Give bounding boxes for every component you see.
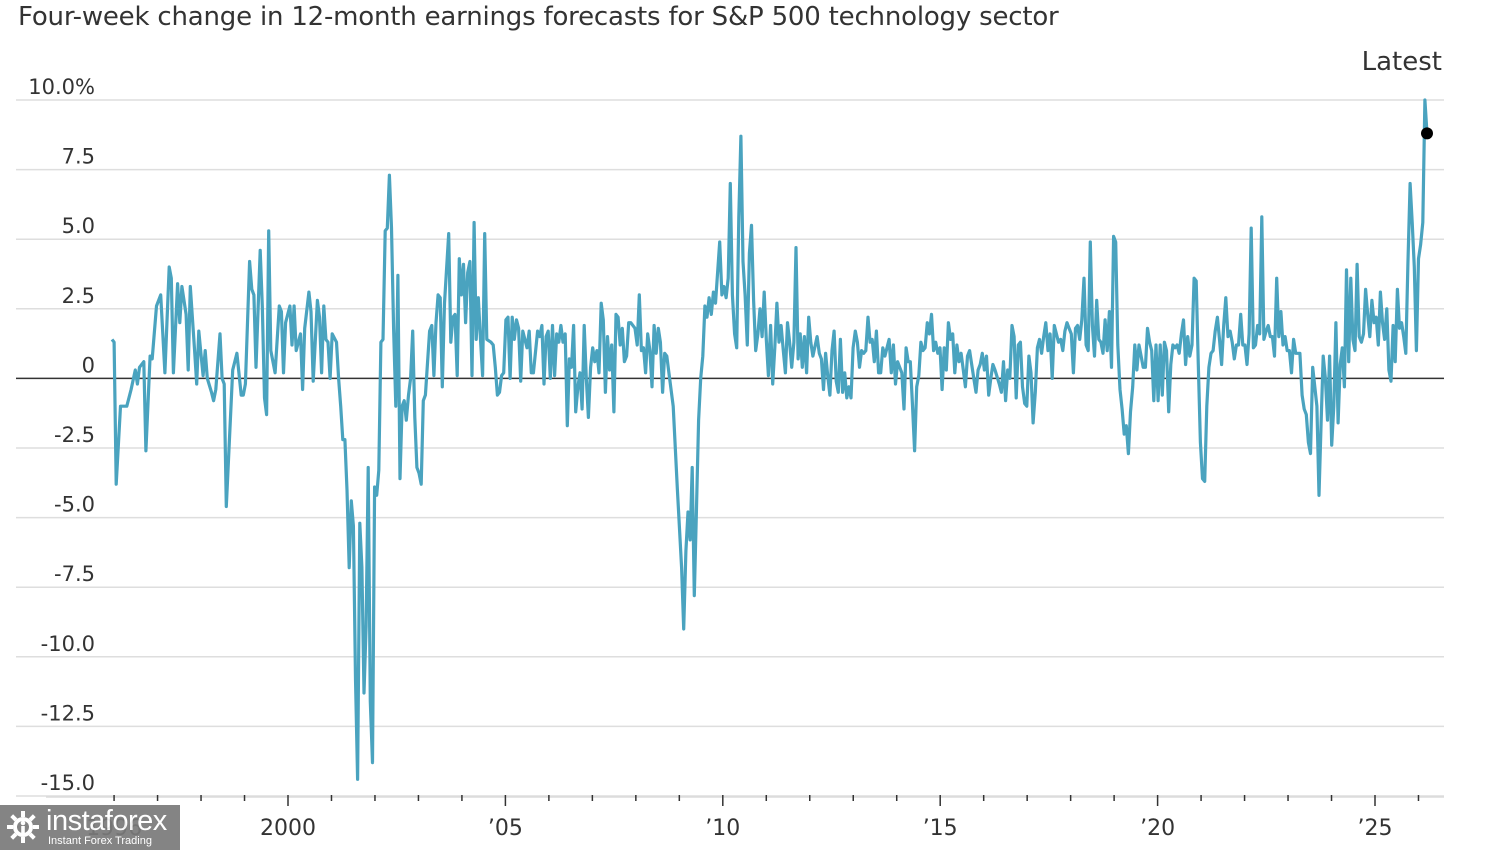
x-tick-label: ’05 xyxy=(488,816,523,841)
x-tick-label: 2000 xyxy=(260,816,316,841)
y-tick-label: -5.0 xyxy=(54,493,95,517)
y-tick-label: 2.5 xyxy=(62,284,95,308)
latest-annotation: Latest xyxy=(1362,47,1442,77)
chart-title: Four-week change in 12-month earnings fo… xyxy=(18,2,1059,32)
y-tick-label: 10.0% xyxy=(28,75,95,99)
series-line xyxy=(110,98,1429,781)
x-tick-label: ’20 xyxy=(1140,816,1175,841)
y-tick-label: -10.0 xyxy=(41,632,95,656)
x-tick-label: ’15 xyxy=(923,816,958,841)
y-tick-label: -2.5 xyxy=(54,423,95,447)
instaforex-watermark: instaforex Instant Forex Trading xyxy=(0,805,180,850)
latest-point-marker xyxy=(1421,127,1433,140)
y-tick-label: 7.5 xyxy=(62,145,95,169)
gear-person-icon xyxy=(7,811,39,843)
y-tick-label: -12.5 xyxy=(41,701,95,725)
watermark-brand: instaforex xyxy=(46,805,167,837)
x-tick-label: ’10 xyxy=(705,816,740,841)
y-tick-label: 0 xyxy=(82,353,95,377)
x-axis: 19962000’05’10’15’20’25 xyxy=(46,795,1444,841)
watermark-tagline: Instant Forex Trading xyxy=(48,835,152,847)
y-axis: 10.0% 7.5 5.0 2.5 0 -2.5 -5.0 -7.5 -10.0 -12.5 -15… xyxy=(28,75,95,795)
y-tick-label: 5.0 xyxy=(62,214,95,238)
x-tick-label: ’25 xyxy=(1358,816,1393,841)
y-tick-label: -15.0 xyxy=(41,771,95,795)
y-tick-label: -7.5 xyxy=(54,562,95,586)
